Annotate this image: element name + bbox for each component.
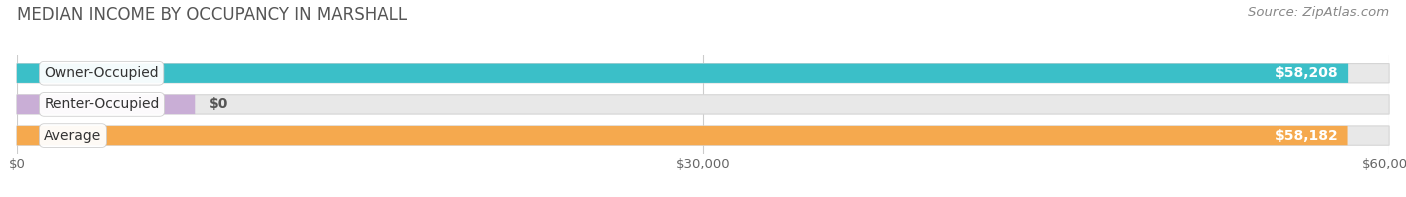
FancyBboxPatch shape [17,126,1347,145]
Text: Source: ZipAtlas.com: Source: ZipAtlas.com [1249,6,1389,19]
FancyBboxPatch shape [17,126,1389,145]
Text: $58,182: $58,182 [1275,129,1339,143]
FancyBboxPatch shape [17,95,195,114]
Text: Renter-Occupied: Renter-Occupied [45,97,160,112]
FancyBboxPatch shape [17,64,1389,83]
Text: Owner-Occupied: Owner-Occupied [45,66,159,80]
Text: $0: $0 [209,97,228,112]
FancyBboxPatch shape [17,64,1348,83]
Text: Average: Average [45,129,101,143]
Text: $58,208: $58,208 [1275,66,1339,80]
Text: MEDIAN INCOME BY OCCUPANCY IN MARSHALL: MEDIAN INCOME BY OCCUPANCY IN MARSHALL [17,6,406,24]
FancyBboxPatch shape [17,95,1389,114]
